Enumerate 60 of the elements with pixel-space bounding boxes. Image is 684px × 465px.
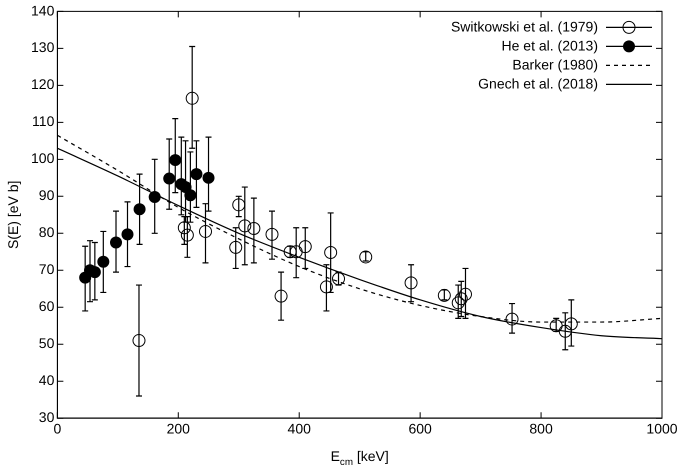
y-tick-label: 130 [31,39,55,56]
y-tick-label: 110 [32,113,55,130]
y-tick-label: 30 [38,409,55,426]
point [404,276,418,290]
y-tick-label: 140 [31,2,55,18]
point [202,172,215,184]
point [169,154,182,166]
point [190,168,202,180]
point [232,198,246,212]
point [324,246,338,260]
y-tick-label: 50 [38,335,55,352]
point [454,292,468,306]
legend-label: He et al. (2013) [502,37,598,54]
point [134,203,146,216]
y-tick-label: 40 [38,372,55,388]
x-tick-label: 200 [166,420,190,436]
point [178,221,191,234]
point [564,317,578,330]
x-tick-label: 0 [53,420,62,436]
y-tick-label: 80 [38,224,55,240]
point [274,290,288,303]
point [121,228,134,240]
point [458,288,472,301]
point [558,324,572,338]
point [247,222,260,235]
x-tick-label: 400 [288,420,312,436]
point [132,334,146,348]
x-tick-label: 600 [408,420,432,436]
point [320,280,333,294]
point [452,296,465,310]
point [148,191,161,204]
point [332,272,346,286]
point [229,240,242,254]
x-tick-label: 1000 [646,420,678,436]
point [266,228,279,241]
point [180,228,194,242]
point [198,224,212,238]
point [298,240,312,254]
point [186,92,199,105]
point [550,319,563,332]
point [163,172,176,185]
legend-label: Barker (1980) [512,56,598,72]
x-tick-label: 800 [529,420,553,436]
point [506,312,519,326]
y-axis-title: S(E) [eV b] [5,180,21,250]
point [359,250,372,264]
y-tick-label: 120 [31,76,55,92]
point [110,236,122,249]
y-tick-label: 90 [38,187,55,204]
legend-label: Switkowski et al. (1979) [450,18,598,34]
point [97,256,110,268]
point [438,288,451,302]
legend-label: Gnech et al. (2018) [478,75,598,92]
point [184,189,196,202]
point [290,245,303,258]
point [238,219,252,232]
point [284,245,297,258]
y-tick-label: 60 [38,298,55,314]
y-tick-label: 100 [31,150,55,166]
y-tick-label: 70 [38,261,55,278]
